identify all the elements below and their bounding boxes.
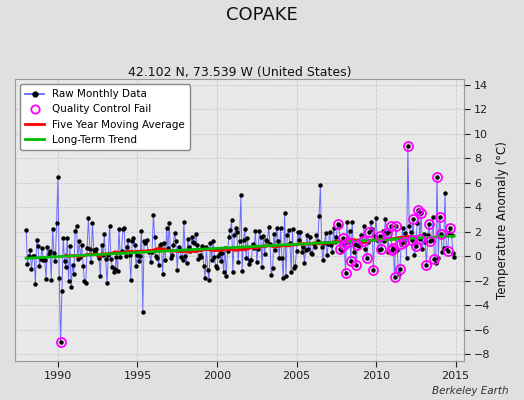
Text: COPAKE: COPAKE — [226, 6, 298, 24]
Title: 42.102 N, 73.539 W (United States): 42.102 N, 73.539 W (United States) — [127, 66, 351, 79]
Legend: Raw Monthly Data, Quality Control Fail, Five Year Moving Average, Long-Term Tren: Raw Monthly Data, Quality Control Fail, … — [20, 84, 190, 150]
Y-axis label: Temperature Anomaly (°C): Temperature Anomaly (°C) — [496, 141, 509, 299]
Text: Berkeley Earth: Berkeley Earth — [432, 386, 508, 396]
